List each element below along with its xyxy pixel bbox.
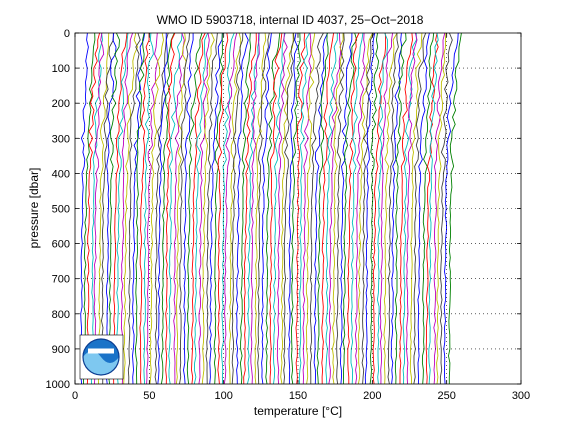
profile-line [399,33,413,384]
profile-line [115,33,129,384]
profile-line [260,33,272,384]
x-tick-label: 0 [72,390,78,402]
profile-line [357,33,374,384]
profile-line [83,33,96,384]
profile-line [305,33,316,384]
profile-line [295,33,306,384]
y-tick-label: 500 [52,204,70,216]
profile-line [105,33,117,384]
profile-line [97,33,110,384]
x-axis-label: temperature [°C] [254,404,342,418]
profile-line [149,33,164,384]
profile-line [235,33,249,384]
profile-line [132,33,146,384]
profile-line [173,33,185,384]
y-tick-label: 400 [52,168,70,180]
profile-line [387,33,399,384]
x-tick-label: 100 [214,390,232,402]
profile-line [436,33,447,384]
profile-line [191,33,206,384]
y-tick-label: 600 [52,239,70,251]
y-tick-label: 900 [52,344,70,356]
x-tick-label: 300 [512,390,530,402]
y-tick-label: 800 [52,309,70,321]
profile-line [168,33,183,384]
profile-line [421,33,435,384]
profile-line [160,33,175,384]
profile-line [228,33,242,384]
profile-line [283,33,295,384]
profile-line [193,33,209,384]
profile-line [302,33,312,384]
profile-line [198,33,210,384]
y-tick-label: 1000 [46,379,70,391]
profile-line [86,33,101,384]
profile-line [127,33,141,384]
profile-line [223,33,238,384]
profile-line [354,33,366,384]
profile-line [298,33,310,384]
profile-line [165,33,176,384]
profile-line [154,33,169,384]
y-axis-label: pressure [dbar] [27,168,41,249]
profile-line [339,33,353,384]
profile-line [390,33,403,384]
y-tick-label: 100 [52,63,70,75]
profile-line [379,33,394,384]
profile-line [269,33,283,384]
profile-line [383,33,398,384]
profile-line [280,33,294,384]
profile-line [139,33,150,384]
profile-line [288,33,298,384]
profile-line [394,33,407,384]
profile-line [183,33,194,384]
profile-line [291,33,301,384]
profile-line [179,33,190,384]
profile-line [443,33,459,384]
profile-line [231,33,244,384]
profile-line [257,33,270,384]
profile-line [134,33,145,384]
profile-line [347,33,360,384]
profile-line [376,33,388,384]
profile-line [350,33,364,384]
profile-line [428,33,439,384]
profile-line [175,33,187,384]
profile-line [123,33,138,384]
x-tick-label: 150 [289,390,307,402]
x-tick-label: 250 [437,390,455,402]
grid-lines [75,33,521,384]
profile-line [246,33,260,384]
profile-line [243,33,257,384]
y-tick-label: 300 [52,133,70,145]
profile-line [90,33,103,384]
profile-line [361,33,375,384]
profile-line [425,33,439,384]
profile-line [272,33,286,384]
noaa-logo [79,334,124,380]
profile-line [254,33,267,384]
profile-line [186,33,203,384]
profile-line [448,33,462,384]
profile-line [80,33,89,384]
y-tick-label: 700 [52,274,70,286]
chart-title: WMO ID 5903718, internal ID 4037, 25−Oct… [157,13,424,27]
profile-line [143,33,154,384]
profile-line [217,33,229,384]
profile-line [433,33,446,384]
profile-line [146,33,159,384]
profile-line [336,33,345,384]
profile-line [328,33,342,384]
axis-ticks: 0 50 100 150 200 250 300 0 100 200 300 400 500 600 700… [46,28,531,402]
x-tick-label: 50 [143,390,155,402]
x-tick-label: 200 [363,390,381,402]
profile-line [331,33,344,384]
y-tick-label: 200 [52,98,70,110]
y-tick-label: 0 [64,28,70,40]
profile-line [342,33,358,384]
profile-line [205,33,218,384]
profile-line [409,33,423,384]
